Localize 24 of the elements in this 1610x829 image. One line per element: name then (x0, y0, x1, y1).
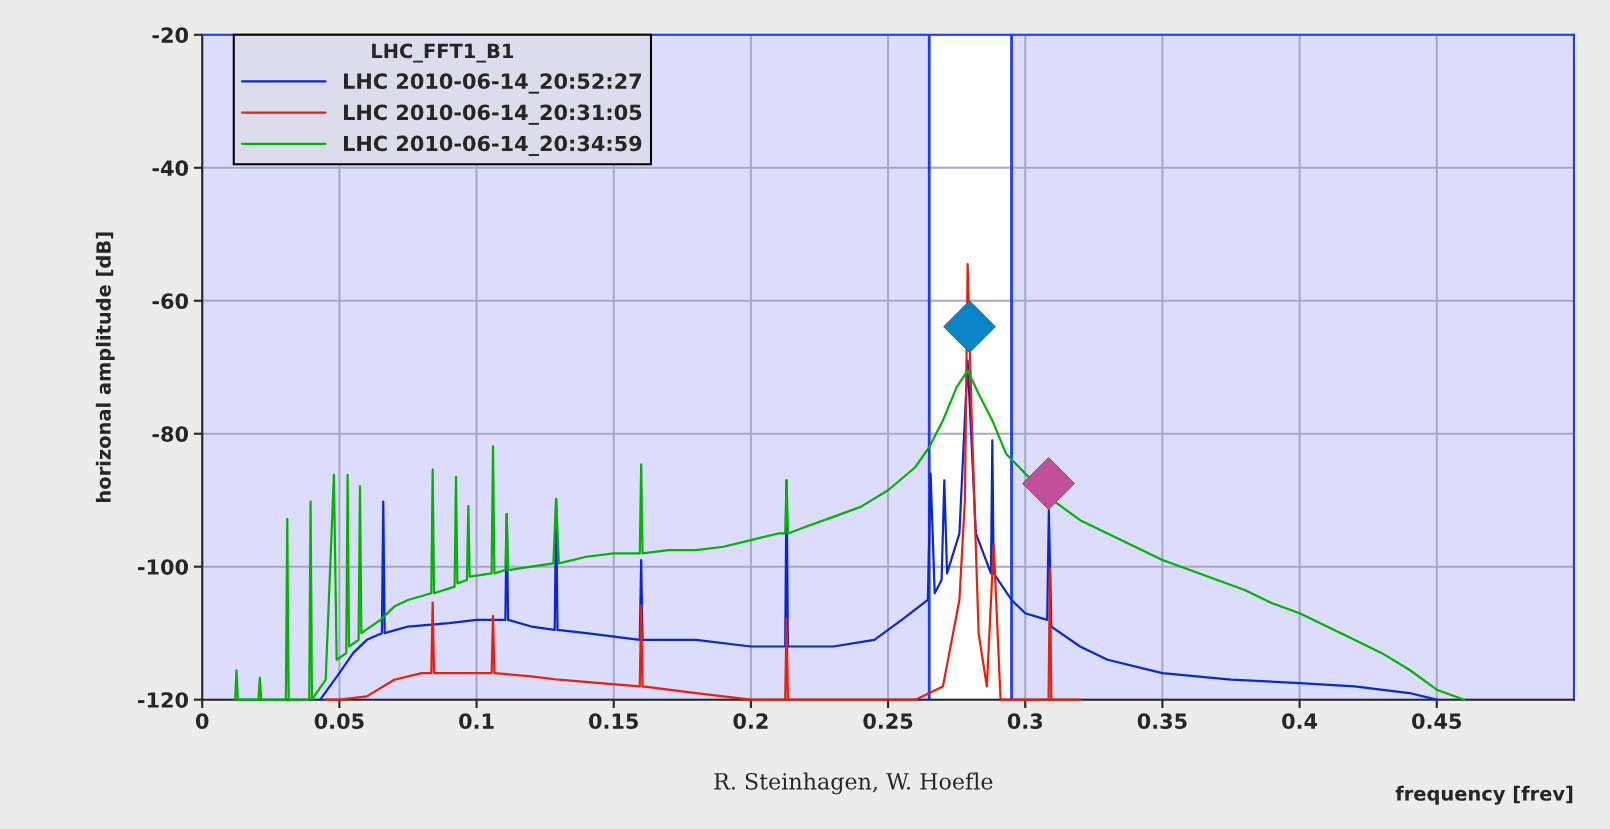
legend-title: LHC_FFT1_B1 (372, 43, 514, 63)
legend-label: LHC 2010-06-14_20:34:59 (344, 135, 642, 156)
legend-label: LHC 2010-06-14_20:52:27 (344, 73, 642, 94)
y-tick-label: -60 (152, 293, 189, 309)
y-tick-label: -20 (152, 27, 189, 44)
y-tick-label: -80 (152, 426, 189, 442)
y-tick-label: -40 (152, 160, 189, 176)
y-tick-label: -100 (138, 559, 189, 575)
x-tick-label: 0.35 (1137, 713, 1187, 729)
line-series (324, 263, 1082, 701)
x-tick-label: 0 (195, 713, 209, 729)
x-tick-label: 0.25 (863, 713, 913, 729)
y-tick-label: -120 (138, 692, 189, 708)
x-tick-label: 0.3 (1007, 713, 1043, 729)
y-axis-title: horizonal amplitude [dB] (95, 232, 115, 502)
x-tick-label: 0.45 (1412, 713, 1462, 729)
text: R. Steinhagen, W. Hoefle (714, 772, 993, 795)
x-tick-label: 0.2 (733, 713, 768, 729)
x-tick-label: 0.05 (314, 713, 364, 729)
x-tick-label: 0.1 (459, 713, 494, 729)
x-tick-label: 0.4 (1282, 713, 1318, 729)
x-tick-label: 0.15 (589, 713, 638, 729)
x-axis-title: frequency [frev] (1395, 785, 1573, 805)
legend-label: LHC 2010-06-14_20:31:05 (344, 104, 642, 125)
